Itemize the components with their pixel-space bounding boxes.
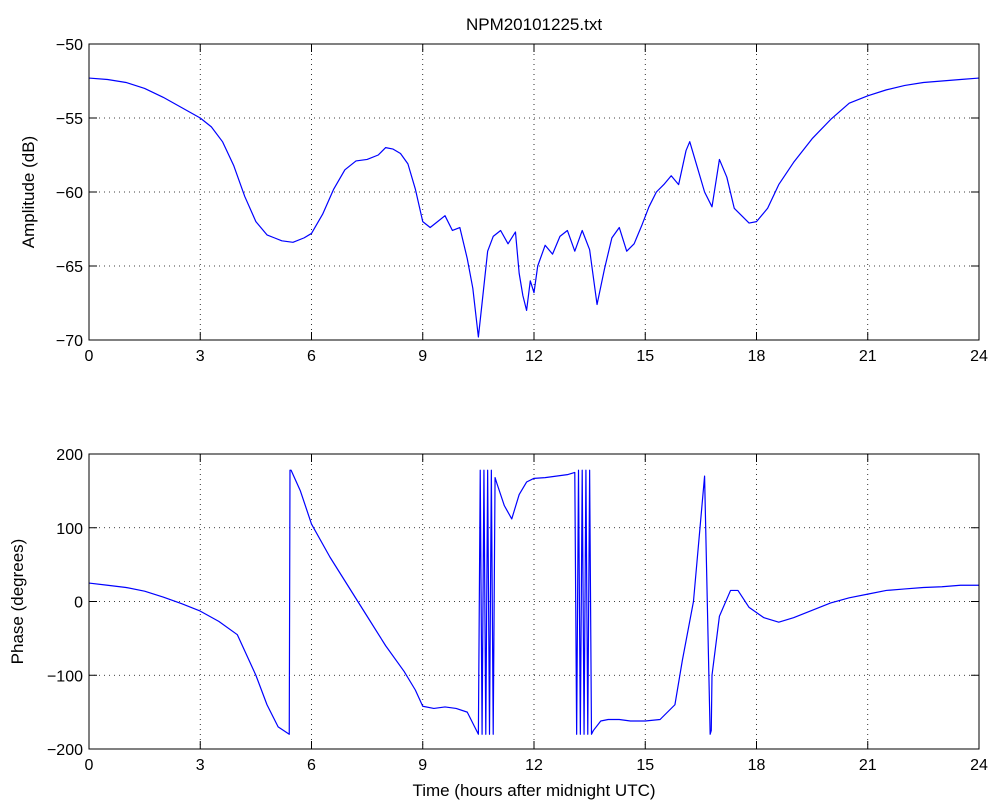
phase-y-tick-label: 100 [56,521,83,538]
phase-y-tick-label: 0 [74,595,83,612]
amplitude-x-tick-label: 12 [525,348,543,365]
amplitude-axes: 0 3 6 9 12 15 18 21 24 −70 −65 −60 −55 −50 Amplitude (… [19,37,988,365]
amplitude-y-tick-label: −60 [56,185,83,202]
amplitude-x-tick-label: 15 [636,348,654,365]
phase-x-tick-label: 21 [859,757,877,774]
amplitude-x-tick-label: 6 [307,348,316,365]
phase-y-tick-label: 200 [56,447,83,464]
amplitude-y-axis-label: Amplitude (dB) [19,136,38,248]
amplitude-x-tick-label: 9 [418,348,427,365]
phase-x-tick-label: 9 [418,757,427,774]
figure-title: NPM20101225.txt [466,15,602,34]
amplitude-x-tick-label: 21 [859,348,877,365]
amplitude-y-tick-label: −65 [56,259,83,276]
phase-y-axis-label: Phase (degrees) [8,539,27,665]
phase-x-tick-label: 15 [636,757,654,774]
amplitude-series-line [88,77,980,338]
amplitude-y-tick-label: −50 [56,37,83,54]
phase-x-tick-label: 18 [748,757,766,774]
phase-x-tick-label: 0 [85,757,94,774]
phase-y-tick-label: −100 [47,668,83,685]
phase-x-tick-label: 12 [525,757,543,774]
amplitude-x-tick-label: 24 [970,348,988,365]
phase-y-tick-label: −200 [47,742,83,759]
amplitude-x-tick-label: 18 [748,348,766,365]
phase-x-tick-label: 6 [307,757,316,774]
amplitude-y-tick-label: −55 [56,111,83,128]
phase-x-tick-label: 24 [970,757,988,774]
amplitude-x-tick-label: 0 [85,348,94,365]
phase-axes: 0 3 6 9 12 15 18 21 24 −200 −100 0 100 200 Phase (degr… [8,447,988,800]
amplitude-x-tick-label: 3 [196,348,205,365]
amplitude-y-tick-label: −70 [56,333,83,350]
phase-x-tick-label: 3 [196,757,205,774]
phase-x-axis-label: Time (hours after midnight UTC) [412,781,655,800]
phase-series-line [88,469,979,735]
